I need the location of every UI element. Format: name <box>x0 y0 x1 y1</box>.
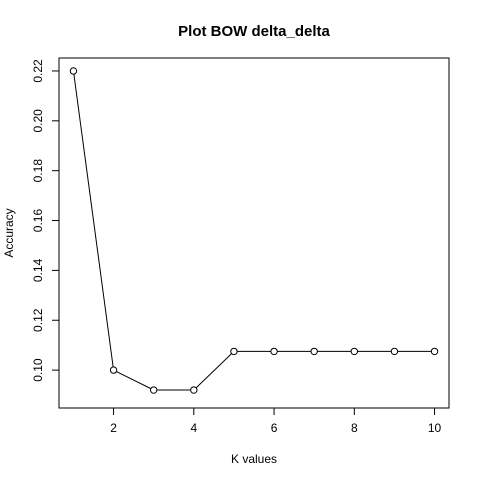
data-point <box>149 386 158 394</box>
y-tick-label: 0.14 <box>31 258 45 282</box>
y-tick-label: 0.22 <box>31 59 45 83</box>
x-tick-label: 10 <box>428 421 442 435</box>
data-point <box>270 347 278 356</box>
y-tick-label: 0.12 <box>31 308 45 332</box>
series-line-segment <box>195 353 232 389</box>
plot-frame <box>58 57 450 409</box>
y-tick-label: 0.16 <box>31 209 45 233</box>
data-point <box>109 366 118 374</box>
series-line-segment <box>116 371 152 390</box>
y-axis-label: Accuracy <box>2 208 16 257</box>
series-layer <box>69 67 439 394</box>
y-tick-label: 0.18 <box>31 159 45 183</box>
data-point <box>230 347 238 356</box>
data-point <box>390 347 399 356</box>
x-axis-label: K values <box>231 452 277 466</box>
axes: 2 4 6 8 10 0.10 0.12 0.14 0.16 0.18 0.20 0.22 <box>31 59 442 435</box>
chart-title: Plot BOW delta_delta <box>178 23 330 40</box>
y-tick-label: 0.10 <box>31 358 45 382</box>
series-line-segment <box>73 74 114 368</box>
x-tick-label: 4 <box>190 421 197 435</box>
data-point <box>69 67 78 75</box>
x-tick-label: 8 <box>351 421 358 435</box>
data-point <box>190 386 198 394</box>
y-tick-label: 0.20 <box>31 109 45 133</box>
x-tick-label: 6 <box>271 421 278 435</box>
data-point <box>350 347 359 356</box>
x-tick-label: 2 <box>110 421 117 435</box>
data-point <box>310 347 318 356</box>
data-point <box>430 347 439 356</box>
